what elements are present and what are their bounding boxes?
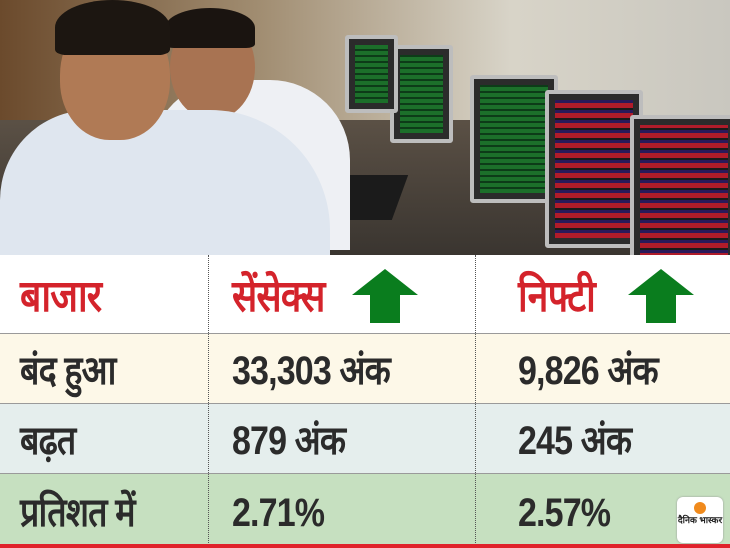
stock-traders-photo — [0, 0, 730, 255]
row-label: बढ़त — [20, 419, 76, 463]
header-sensex: सेंसेक्स — [232, 272, 325, 321]
row-label: बंद हुआ — [20, 349, 116, 393]
table-row-gain — [0, 403, 730, 474]
market-table: बाजार सेंसेक्स निफ्टी बंद हुआ 33,303 अंक… — [0, 255, 730, 548]
accent-line — [0, 544, 730, 548]
sensex-value: 879 अंक — [232, 419, 346, 463]
column-divider — [475, 255, 476, 545]
sensex-value: 33,303 अंक — [232, 349, 391, 393]
nifty-value: 9,826 अंक — [518, 349, 659, 393]
arrow-up-icon — [628, 269, 694, 323]
column-divider — [208, 255, 209, 545]
header-market: बाजार — [20, 272, 102, 321]
arrow-up-icon — [352, 269, 418, 323]
nifty-value: 2.57% — [518, 491, 611, 535]
table-row-percent — [0, 473, 730, 546]
sensex-value: 2.71% — [232, 491, 325, 535]
row-label: प्रतिशत में — [20, 491, 136, 535]
header-nifty: निफ्टी — [518, 272, 596, 321]
table-row-closed — [0, 333, 730, 404]
dainik-bhaskar-logo: दैनिक भास्कर — [677, 497, 723, 543]
nifty-value: 245 अंक — [518, 419, 632, 463]
